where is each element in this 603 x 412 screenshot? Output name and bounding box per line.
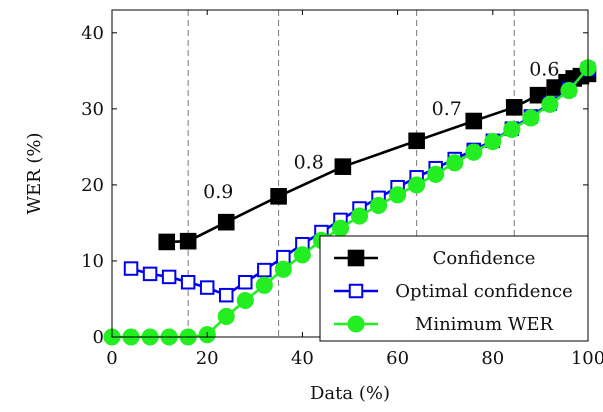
- x-tick-label: 60: [386, 348, 409, 369]
- data-point-optimal-confidence: [123, 261, 139, 276]
- reference-label-0.9: 0.9: [203, 181, 233, 203]
- data-point-confidence: [465, 112, 483, 130]
- data-point-minimum-wer: [560, 82, 578, 100]
- data-point-optimal-confidence: [142, 266, 158, 282]
- x-tick-label: 80: [481, 348, 504, 369]
- reference-labels: 0.9 0.8 0.7 0.6: [203, 59, 559, 203]
- data-point-confidence: [158, 233, 176, 251]
- legend-label-optimal-confidence: Optimal confidence: [395, 281, 573, 302]
- data-point-confidence: [270, 188, 287, 205]
- data-point-minimum-wer: [236, 291, 254, 310]
- data-point-minimum-wer: [446, 154, 464, 172]
- data-point-confidence: [179, 232, 197, 250]
- legend: Confidence Optimal confidence Minimum WER: [319, 235, 589, 342]
- data-point-optimal-confidence: [238, 275, 253, 290]
- y-tick-label: 20: [81, 175, 104, 196]
- reference-label-0.6: 0.6: [529, 59, 559, 81]
- data-point-confidence: [217, 213, 235, 231]
- legend-marker-minimum-wer: [347, 315, 365, 333]
- series-layer: [103, 59, 597, 346]
- data-point-minimum-wer: [350, 207, 369, 225]
- reference-label-0.8: 0.8: [294, 151, 324, 173]
- legend-label-confidence: Confidence: [433, 248, 536, 269]
- data-point-optimal-confidence: [180, 275, 196, 290]
- data-point-minimum-wer: [255, 276, 273, 294]
- data-point-minimum-wer: [274, 260, 292, 278]
- data-point-optimal-confidence: [199, 280, 215, 295]
- y-tick-label: 0: [93, 327, 104, 348]
- data-point-confidence: [334, 158, 352, 175]
- x-tick-label: 40: [291, 348, 314, 369]
- data-point-minimum-wer: [503, 120, 521, 138]
- data-point-minimum-wer: [484, 133, 502, 151]
- x-tick-label: 0: [106, 348, 117, 369]
- data-point-minimum-wer: [370, 196, 388, 214]
- data-point-minimum-wer: [522, 109, 540, 127]
- series-confidence: [158, 65, 597, 251]
- y-tick-label: 30: [81, 99, 104, 120]
- y-axis-label: WER (%): [24, 132, 45, 214]
- x-axis-label: Data (%): [310, 383, 390, 404]
- data-point-confidence: [505, 99, 523, 116]
- data-point-optimal-confidence: [161, 269, 177, 285]
- data-point-confidence: [408, 132, 425, 150]
- x-tick-label: 100: [571, 348, 603, 369]
- data-point-confidence: [529, 86, 547, 104]
- data-point-minimum-wer: [389, 186, 407, 204]
- y-tick-label: 10: [81, 251, 104, 272]
- data-point-optimal-confidence: [219, 287, 234, 303]
- data-point-minimum-wer: [217, 307, 235, 326]
- y-tick-label: 40: [81, 23, 104, 44]
- data-point-minimum-wer: [408, 176, 426, 194]
- axis-ticks: 0 20 40 60 80 100 0 10 20 30 40: [81, 10, 603, 369]
- legend-marker-optimal-confidence: [348, 283, 364, 299]
- x-tick-label: 20: [196, 348, 219, 369]
- legend-label-minimum-wer: Minimum WER: [415, 314, 554, 335]
- data-point-minimum-wer: [465, 143, 483, 161]
- data-point-minimum-wer: [427, 165, 445, 183]
- legend-marker-confidence: [347, 249, 365, 267]
- data-point-minimum-wer: [541, 95, 559, 113]
- data-point-minimum-wer: [331, 219, 350, 237]
- data-point-optimal-confidence: [257, 262, 272, 278]
- reference-label-0.7: 0.7: [432, 98, 462, 120]
- data-point-minimum-wer: [293, 246, 311, 264]
